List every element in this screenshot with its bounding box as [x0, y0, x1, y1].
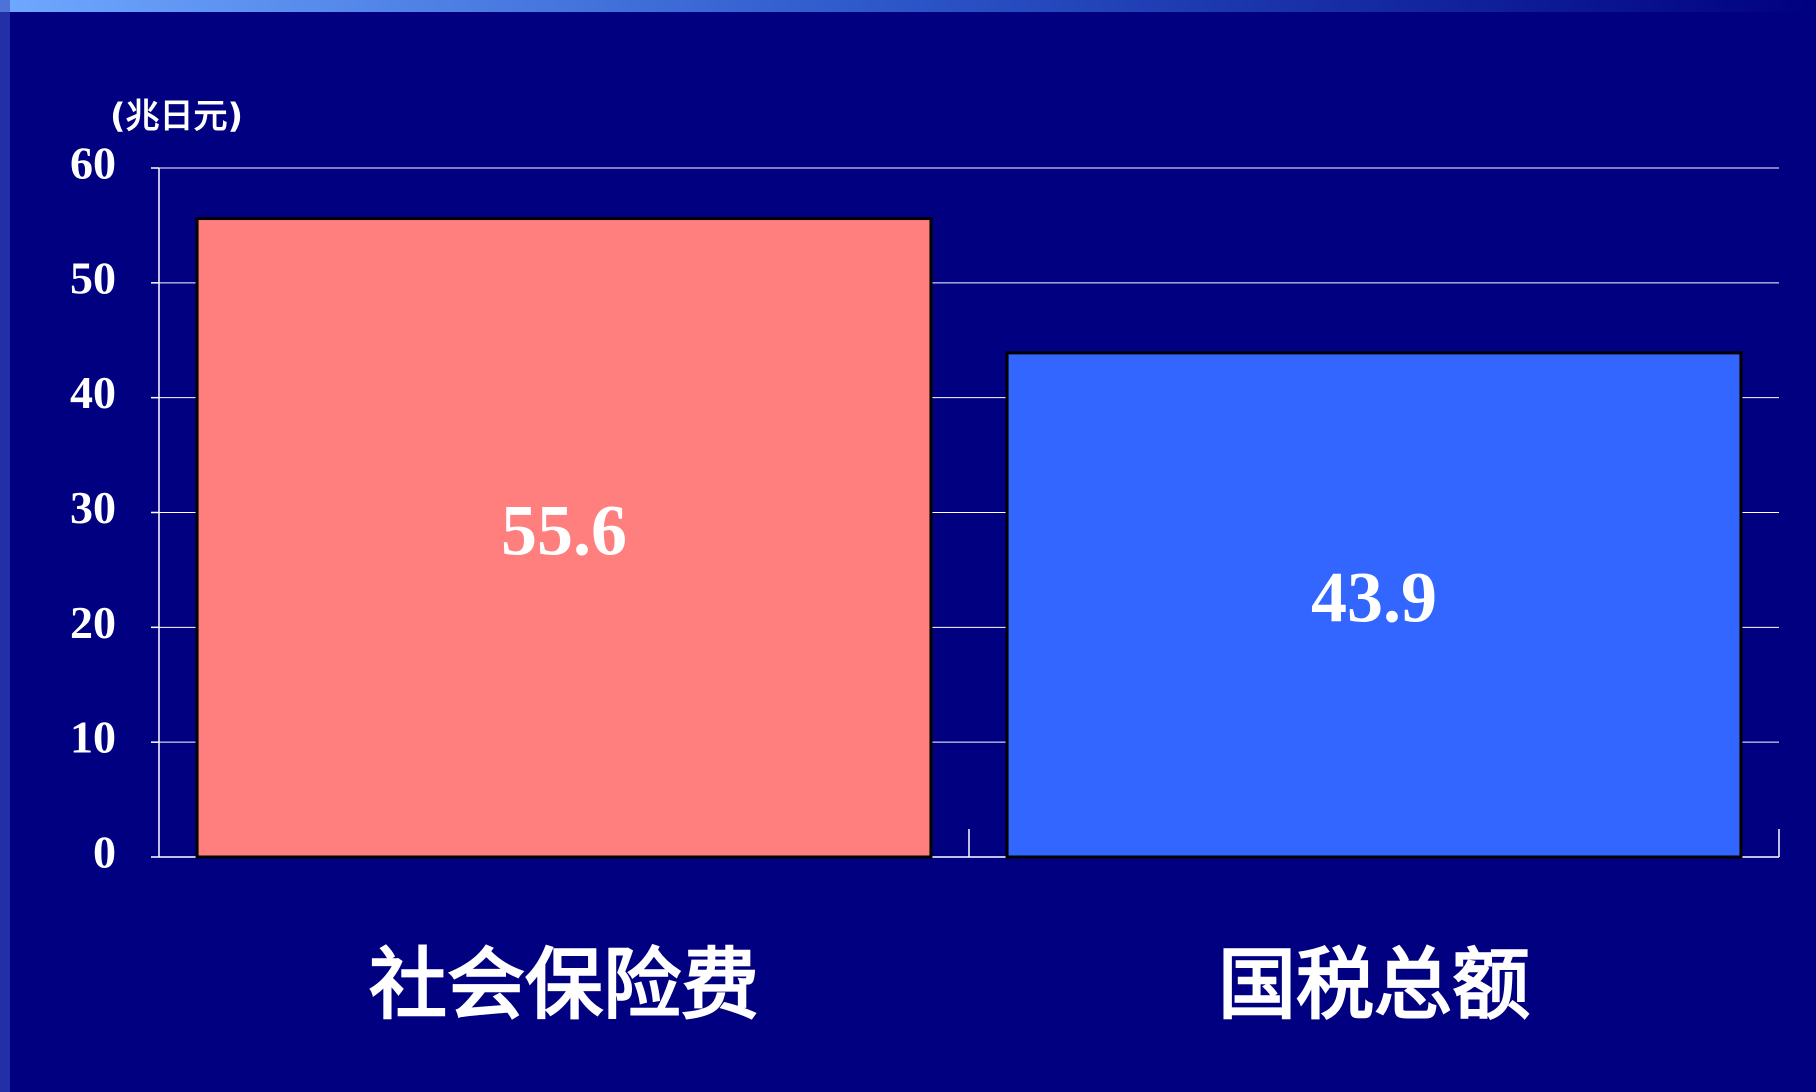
bar: [195, 217, 933, 859]
value-label: 43.9: [1311, 557, 1437, 637]
y-tick-label: 10: [70, 712, 116, 763]
y-unit-label: (兆日元): [110, 97, 243, 137]
x-tick-label: 社会保险费: [369, 940, 759, 1030]
y-tick-label: 20: [70, 597, 116, 648]
x-tick-label: 国税总额: [1218, 940, 1530, 1030]
y-tick-label: 50: [70, 252, 116, 303]
y-tick-label: 30: [70, 482, 116, 533]
value-label: 55.6: [501, 490, 627, 570]
left-strip: [0, 0, 10, 1092]
y-tick-label: 40: [70, 367, 116, 418]
y-tick-label: 60: [70, 138, 116, 189]
y-tick-label: 0: [93, 827, 116, 878]
bar: [1005, 351, 1743, 859]
top-strip: [0, 0, 1816, 12]
